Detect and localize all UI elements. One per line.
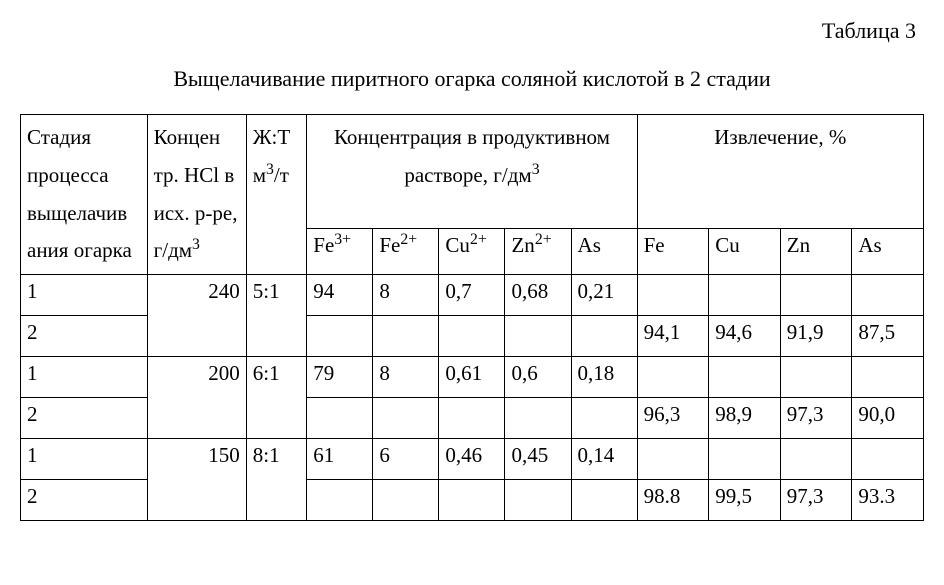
cell-fe3 <box>307 480 373 521</box>
cell-fe2 <box>373 316 439 357</box>
cell-cu2: 0,46 <box>439 439 505 480</box>
cell-cu2: 0,7 <box>439 275 505 316</box>
cell-fe2: 8 <box>373 357 439 398</box>
cell-ratio: 6:1 <box>246 357 307 439</box>
col-conc-group: Концентрация в продуктивном растворе, г/… <box>307 115 637 229</box>
cell-cu2 <box>439 480 505 521</box>
cell-fe2: 6 <box>373 439 439 480</box>
cell-zn-e <box>780 357 852 398</box>
cell-stage: 2 <box>21 398 148 439</box>
col-stage: Стадия процесса выщелачив ания огарка <box>21 115 148 275</box>
cell-stage: 2 <box>21 316 148 357</box>
cell-fe3: 61 <box>307 439 373 480</box>
cell-fe3 <box>307 316 373 357</box>
cell-zn2 <box>505 398 571 439</box>
col-zn2: Zn2+ <box>505 229 571 275</box>
cell-as-e <box>852 275 924 316</box>
table-number: Таблица 3 <box>20 18 916 44</box>
cell-as-e <box>852 439 924 480</box>
table-row: 1 150 8:1 61 6 0,46 0,45 0,14 <box>21 439 924 480</box>
cell-as-e: 90,0 <box>852 398 924 439</box>
cell-as-c: 0,21 <box>571 275 637 316</box>
cell-fe-e: 94,1 <box>637 316 709 357</box>
cell-cu-e: 99,5 <box>709 480 781 521</box>
cell-as-e: 87,5 <box>852 316 924 357</box>
cell-zn-e <box>780 439 852 480</box>
col-cu2: Cu2+ <box>439 229 505 275</box>
cell-stage: 2 <box>21 480 148 521</box>
col-as-c: As <box>571 229 637 275</box>
cell-hcl: 200 <box>147 357 246 439</box>
cell-fe2 <box>373 480 439 521</box>
cell-zn-e: 91,9 <box>780 316 852 357</box>
cell-as-c <box>571 398 637 439</box>
col-cu-e: Cu <box>709 229 781 275</box>
cell-zn-e: 97,3 <box>780 480 852 521</box>
cell-stage: 1 <box>21 439 148 480</box>
cell-zn2: 0,45 <box>505 439 571 480</box>
cell-cu2 <box>439 398 505 439</box>
cell-fe-e <box>637 439 709 480</box>
cell-hcl: 240 <box>147 275 246 357</box>
cell-cu2: 0,61 <box>439 357 505 398</box>
cell-as-e <box>852 357 924 398</box>
table-row: 1 240 5:1 94 8 0,7 0,68 0,21 <box>21 275 924 316</box>
cell-stage: 1 <box>21 275 148 316</box>
cell-cu2 <box>439 316 505 357</box>
col-as-e: As <box>852 229 924 275</box>
cell-zn2: 0,6 <box>505 357 571 398</box>
cell-fe3: 94 <box>307 275 373 316</box>
cell-fe2: 8 <box>373 275 439 316</box>
cell-as-c: 0,18 <box>571 357 637 398</box>
col-zn-e: Zn <box>780 229 852 275</box>
cell-zn-e <box>780 275 852 316</box>
col-hcl: Концен тр. HCl в исх. р-ре, г/дм3 <box>147 115 246 275</box>
cell-as-e: 93.3 <box>852 480 924 521</box>
page: Таблица 3 Выщелачивание пиритного огарка… <box>0 0 944 585</box>
cell-ratio: 8:1 <box>246 439 307 521</box>
cell-ratio: 5:1 <box>246 275 307 357</box>
cell-stage: 1 <box>21 357 148 398</box>
cell-zn-e: 97,3 <box>780 398 852 439</box>
cell-zn2 <box>505 316 571 357</box>
cell-as-c <box>571 316 637 357</box>
cell-fe3 <box>307 398 373 439</box>
cell-cu-e: 98,9 <box>709 398 781 439</box>
col-fe3: Fe3+ <box>307 229 373 275</box>
cell-fe-e: 96,3 <box>637 398 709 439</box>
cell-fe3: 79 <box>307 357 373 398</box>
cell-zn2 <box>505 480 571 521</box>
cell-cu-e <box>709 275 781 316</box>
table-row: 1 200 6:1 79 8 0,61 0,6 0,18 <box>21 357 924 398</box>
cell-cu-e: 94,6 <box>709 316 781 357</box>
leaching-table: Стадия процесса выщелачив ания огарка Ко… <box>20 114 924 521</box>
cell-fe-e: 98.8 <box>637 480 709 521</box>
col-ratio: Ж:Т м3/т <box>246 115 307 275</box>
cell-fe-e <box>637 357 709 398</box>
col-fe2: Fe2+ <box>373 229 439 275</box>
table-title: Выщелачивание пиритного огарка соляной к… <box>20 66 924 92</box>
cell-as-c <box>571 480 637 521</box>
cell-hcl: 150 <box>147 439 246 521</box>
cell-as-c: 0,14 <box>571 439 637 480</box>
cell-fe2 <box>373 398 439 439</box>
cell-zn2: 0,68 <box>505 275 571 316</box>
col-extract-group: Извлечение, % <box>637 115 923 229</box>
cell-fe-e <box>637 275 709 316</box>
cell-cu-e <box>709 357 781 398</box>
cell-cu-e <box>709 439 781 480</box>
col-fe-e: Fe <box>637 229 709 275</box>
